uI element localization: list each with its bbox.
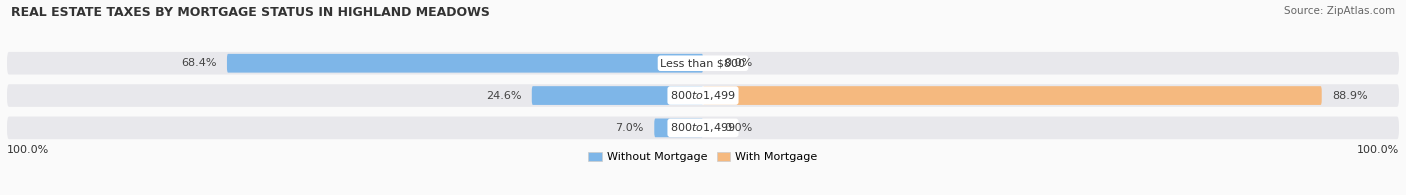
FancyBboxPatch shape <box>7 52 1399 74</box>
Text: Source: ZipAtlas.com: Source: ZipAtlas.com <box>1284 6 1395 16</box>
Legend: Without Mortgage, With Mortgage: Without Mortgage, With Mortgage <box>583 148 823 167</box>
Text: Less than $800: Less than $800 <box>661 58 745 68</box>
Text: 24.6%: 24.6% <box>486 90 522 101</box>
Text: 0.0%: 0.0% <box>724 123 752 133</box>
Text: 68.4%: 68.4% <box>181 58 217 68</box>
Text: 7.0%: 7.0% <box>616 123 644 133</box>
Text: $800 to $1,499: $800 to $1,499 <box>671 89 735 102</box>
Text: REAL ESTATE TAXES BY MORTGAGE STATUS IN HIGHLAND MEADOWS: REAL ESTATE TAXES BY MORTGAGE STATUS IN … <box>11 6 491 19</box>
Text: 100.0%: 100.0% <box>7 144 49 154</box>
FancyBboxPatch shape <box>7 117 1399 139</box>
Text: $800 to $1,499: $800 to $1,499 <box>671 121 735 134</box>
FancyBboxPatch shape <box>703 86 1322 105</box>
FancyBboxPatch shape <box>7 84 1399 107</box>
Text: 88.9%: 88.9% <box>1331 90 1368 101</box>
FancyBboxPatch shape <box>226 54 703 73</box>
FancyBboxPatch shape <box>531 86 703 105</box>
Text: 100.0%: 100.0% <box>1357 144 1399 154</box>
Text: 0.0%: 0.0% <box>724 58 752 68</box>
FancyBboxPatch shape <box>654 119 703 137</box>
